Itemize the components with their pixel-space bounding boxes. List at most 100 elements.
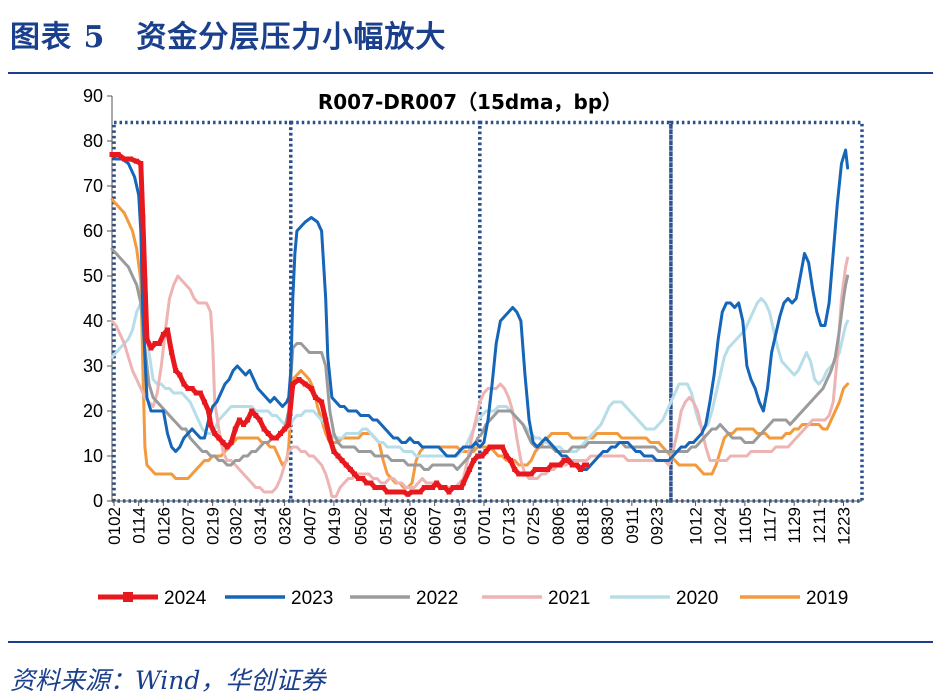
series-point-2024: [520, 471, 526, 477]
series-point-2024: [206, 408, 212, 414]
x-tick-label: 0219: [204, 507, 223, 545]
figure-title: 图表 5 资金分层压力小幅放大: [10, 20, 447, 55]
series-point-2024: [512, 467, 518, 472]
series-point-2024: [475, 453, 481, 459]
line-chart: R007-DR007（15dma，bp） 0102030405060708090…: [83, 86, 864, 609]
series-point-2024: [181, 381, 187, 387]
series-point-2024: [508, 458, 514, 463]
y-tick-label: 60: [83, 221, 103, 241]
series-point-2024: [368, 480, 374, 486]
series-point-2024: [331, 449, 337, 454]
series-point-2024: [144, 336, 150, 342]
x-tick-label: 1024: [711, 507, 730, 545]
series-point-2024: [417, 489, 423, 495]
highlight-box-4: [669, 120, 864, 503]
x-tick-label: 0514: [376, 507, 395, 545]
series-point-2024: [401, 489, 407, 495]
series-point-2024: [347, 467, 353, 472]
y-tick-label: 90: [83, 86, 103, 106]
series-point-2024: [273, 435, 279, 441]
series-point-2024: [405, 491, 411, 497]
series-point-2024: [380, 485, 386, 490]
series-point-2024: [351, 471, 357, 477]
series-line-2024: [109, 152, 590, 497]
series-point-2024: [140, 215, 146, 220]
x-tick-label: 0619: [450, 507, 469, 545]
series-point-2024: [261, 426, 267, 432]
x-tick-label: 0326: [276, 507, 295, 545]
series-point-2024: [121, 156, 127, 162]
legend-label-2022: 2022: [416, 588, 458, 609]
series-point-2024: [364, 480, 370, 486]
x-tick-label: 1105: [736, 507, 755, 544]
series-line-2021: [110, 256, 850, 498]
y-tick-label: 30: [83, 356, 103, 376]
series-point-2024: [232, 426, 238, 432]
series-point-2024: [148, 345, 154, 351]
series-point-2024: [372, 485, 378, 490]
x-tick-label: 1211: [810, 507, 829, 544]
series-point-2024: [109, 152, 115, 157]
x-tick-label: 0502: [352, 507, 371, 545]
series-point-2024: [253, 413, 259, 418]
series-point-2024: [212, 431, 218, 436]
series-point-2024: [308, 386, 314, 391]
highlight-box-3: [478, 120, 673, 503]
series-point-2024: [312, 395, 318, 400]
y-tick-label: 70: [83, 176, 103, 196]
series-point-2024: [528, 471, 534, 477]
series-point-2024: [541, 467, 547, 472]
y-tick-label: 50: [83, 266, 103, 286]
series-point-2024: [413, 489, 419, 495]
x-tick-label: 0607: [426, 507, 445, 545]
x-tick-label: 0713: [500, 507, 519, 545]
series-point-2024: [536, 467, 542, 472]
series-line-2022: [110, 247, 850, 471]
series-point-2024: [224, 444, 230, 450]
x-tick-label: 0725: [524, 507, 543, 545]
series-point-2024: [450, 485, 456, 490]
series-point-2024: [487, 444, 493, 450]
series-point-2024: [393, 489, 399, 495]
series-point-2024: [397, 489, 403, 495]
series-point-2024: [438, 485, 444, 490]
series-point-2024: [343, 462, 349, 468]
series-point-2024: [327, 435, 333, 441]
series-lines: [109, 148, 850, 498]
legend-label-2021: 2021: [548, 588, 590, 609]
x-tick-label: 1117: [761, 507, 780, 542]
series-point-2024: [565, 458, 571, 463]
y-tick-label: 40: [83, 311, 103, 331]
series-point-2024: [269, 435, 275, 441]
series-point-2024: [185, 386, 191, 391]
series-point-2024: [495, 444, 501, 450]
series-point-2024: [152, 341, 158, 346]
legend-label-2024: 2024: [164, 588, 207, 609]
series-point-2024: [388, 489, 394, 495]
x-tick-label: 0911: [623, 507, 642, 544]
series-point-2024: [471, 458, 477, 463]
series-point-2024: [241, 422, 247, 427]
series-point-2024: [156, 341, 162, 346]
series-point-2024: [553, 462, 559, 468]
series-point-2024: [557, 462, 563, 468]
series-point-2024: [236, 417, 242, 423]
series-point-2024: [384, 489, 390, 495]
series-point-2024: [421, 485, 427, 490]
series-point-2024: [376, 485, 382, 490]
legend: 2024 2023 2022 2021 2020 2019: [98, 588, 848, 609]
y-tick-label: 80: [83, 131, 103, 151]
series-point-2024: [584, 462, 590, 468]
series-point-2024: [142, 278, 148, 283]
series-point-2024: [409, 489, 415, 495]
series-line-2023: [110, 148, 850, 471]
x-tick-label: 0818: [574, 507, 593, 545]
series-point-2024: [561, 458, 567, 463]
series-point-2024: [228, 440, 234, 445]
series-point-2024: [335, 453, 341, 459]
series-point-2024: [286, 422, 292, 427]
series-point-2024: [504, 453, 510, 459]
series-point-2024: [220, 440, 226, 445]
chart-title: R007-DR007（15dma，bp）: [318, 90, 622, 114]
y-tick-label: 10: [83, 446, 103, 466]
